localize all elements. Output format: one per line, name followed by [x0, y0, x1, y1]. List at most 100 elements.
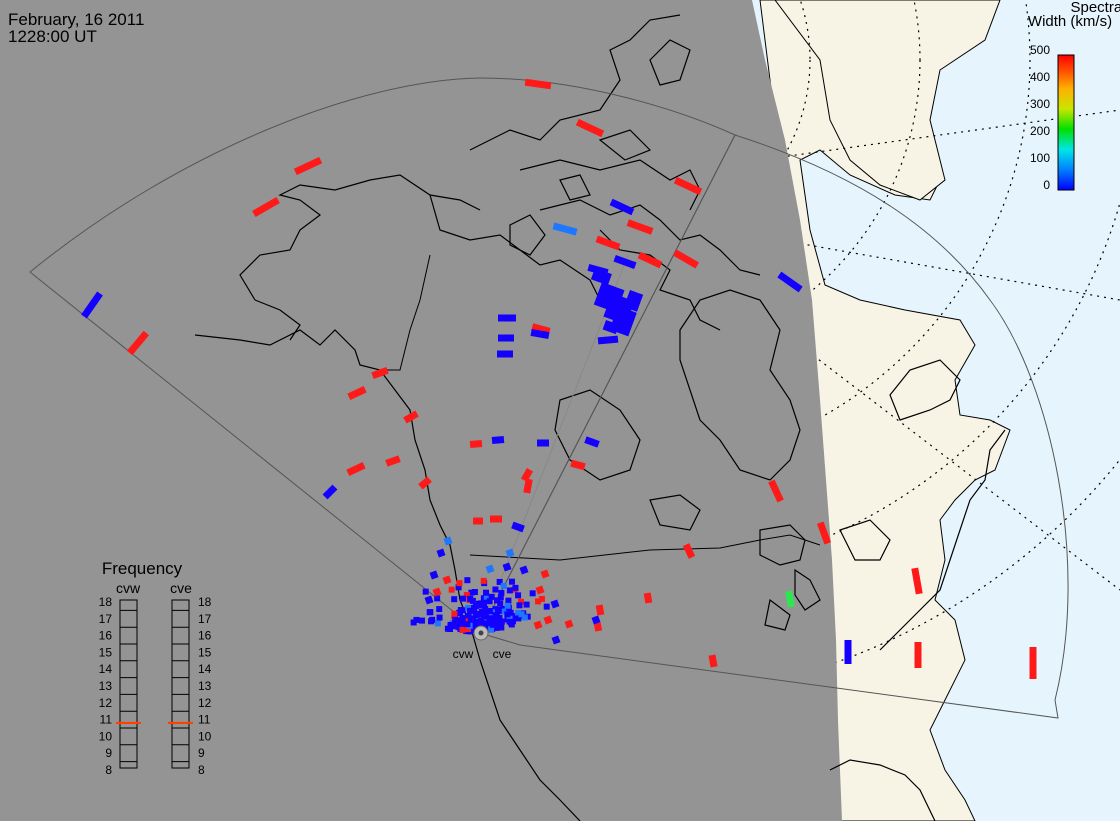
echo-cell [816, 521, 832, 545]
frequency-scale-label: 12 [198, 696, 212, 710]
echo-cell [452, 619, 459, 626]
day-land-east [759, 0, 1011, 821]
echo-cell [468, 589, 475, 596]
frequency-scale-label: 18 [198, 595, 212, 609]
echo-cell [777, 271, 803, 293]
echo-cell [448, 586, 455, 593]
echo-cell [518, 611, 525, 618]
echo-cell [448, 623, 455, 630]
frequency-scale-label: 8 [198, 763, 205, 777]
echo-cell [584, 436, 600, 448]
frequency-scale-label: 9 [198, 746, 205, 760]
echo-cell [511, 521, 525, 533]
frequency-scale-label: 13 [99, 679, 113, 693]
echo-cell [424, 595, 434, 605]
echo-cell [436, 548, 446, 558]
echo-cell [502, 562, 512, 572]
echo-cell [418, 476, 432, 490]
echo-cell [483, 593, 490, 600]
frequency-scale-label: 13 [198, 679, 212, 693]
echo-cell [471, 589, 478, 596]
echo-cell [432, 587, 442, 597]
echo-cell [494, 597, 501, 604]
echo-cell [472, 610, 479, 617]
echo-cell [467, 607, 474, 614]
echo-cell [451, 610, 458, 617]
echo-cell [507, 609, 514, 616]
echo-cell [481, 613, 488, 620]
echo-cell [444, 625, 451, 632]
frequency-scale-label: 11 [100, 713, 113, 727]
echo-cell [552, 222, 578, 236]
echo-cell [543, 603, 550, 610]
echo-cell [465, 612, 472, 619]
echo-cell [464, 577, 471, 584]
echo-cell [451, 596, 458, 603]
echo-cell [785, 590, 795, 608]
echo-cell [467, 595, 474, 602]
echo-cell [480, 620, 487, 627]
colorbar-tick-label: 500 [1030, 43, 1050, 57]
echo-cell [515, 610, 522, 617]
echo-cell [486, 608, 493, 615]
header-time: 1228:00 UT [8, 27, 97, 46]
echo-cell [426, 609, 433, 616]
echo-cell [346, 462, 366, 476]
frequency-scale-label: 10 [198, 729, 212, 743]
boundaries [385, 254, 821, 561]
echo-cell [495, 607, 502, 614]
echo-cell [551, 635, 561, 645]
frequency-panel: Frequency cvw cve 18 18 17 17 16 16 15 15 14 14 13… [99, 559, 212, 777]
echo-cell [464, 626, 471, 633]
frequency-scale-label: 16 [198, 629, 212, 643]
echo-cell [512, 584, 519, 591]
echo-cell [609, 198, 635, 216]
echo-cell [673, 176, 703, 196]
echo-cell [505, 548, 515, 558]
echo-cell [482, 605, 489, 612]
frequency-scale-label: 18 [99, 595, 113, 609]
echo-cell [597, 335, 619, 345]
echo-cell [523, 478, 533, 494]
echo-cell [506, 587, 513, 594]
echo-cell [293, 156, 323, 176]
echo-cell [602, 319, 620, 335]
echo-cell [520, 468, 534, 482]
echo-cell [478, 617, 485, 624]
echo-cell [371, 366, 389, 380]
frequency-scale-label: 16 [99, 629, 113, 643]
echo-cell [530, 328, 550, 340]
echo-cell [497, 594, 504, 601]
echo-cell [489, 621, 496, 628]
echo-cell [413, 616, 420, 623]
frequency-scale-label: 17 [99, 612, 113, 626]
frequency-cvw-label: cvw [116, 580, 141, 596]
echo-cell [914, 642, 922, 668]
echo-cell [591, 615, 601, 625]
colorbar-tick-label: 300 [1030, 97, 1050, 111]
colorbar-gradient [1057, 54, 1075, 191]
echo-cells [81, 78, 1037, 679]
echo-cell [434, 595, 441, 602]
echo-cell [550, 599, 560, 609]
echo-cell [595, 604, 605, 616]
echo-cell [470, 606, 477, 613]
echo-cell [475, 600, 482, 607]
echo-cell [488, 593, 495, 600]
echo-cell [516, 602, 523, 609]
echo-cell [486, 616, 493, 623]
echo-cell [504, 611, 511, 618]
colorbar-tick-label: 400 [1030, 70, 1050, 84]
echo-cell [768, 479, 784, 503]
echo-cell [492, 612, 499, 619]
echo-cell [533, 620, 543, 630]
echo-cell [590, 268, 612, 286]
frequency-ticks: 18 18 17 17 16 16 15 15 14 14 13 13 12 12 11 11 10 10 9 9 8 8 [99, 595, 212, 777]
echo-cell [575, 118, 605, 138]
echo-cell [473, 517, 483, 525]
echo-cell [252, 196, 280, 218]
echo-cell [535, 585, 545, 595]
night-region [0, 0, 842, 821]
colorbar-tick-label: 100 [1030, 151, 1050, 165]
echo-cell [347, 386, 367, 400]
